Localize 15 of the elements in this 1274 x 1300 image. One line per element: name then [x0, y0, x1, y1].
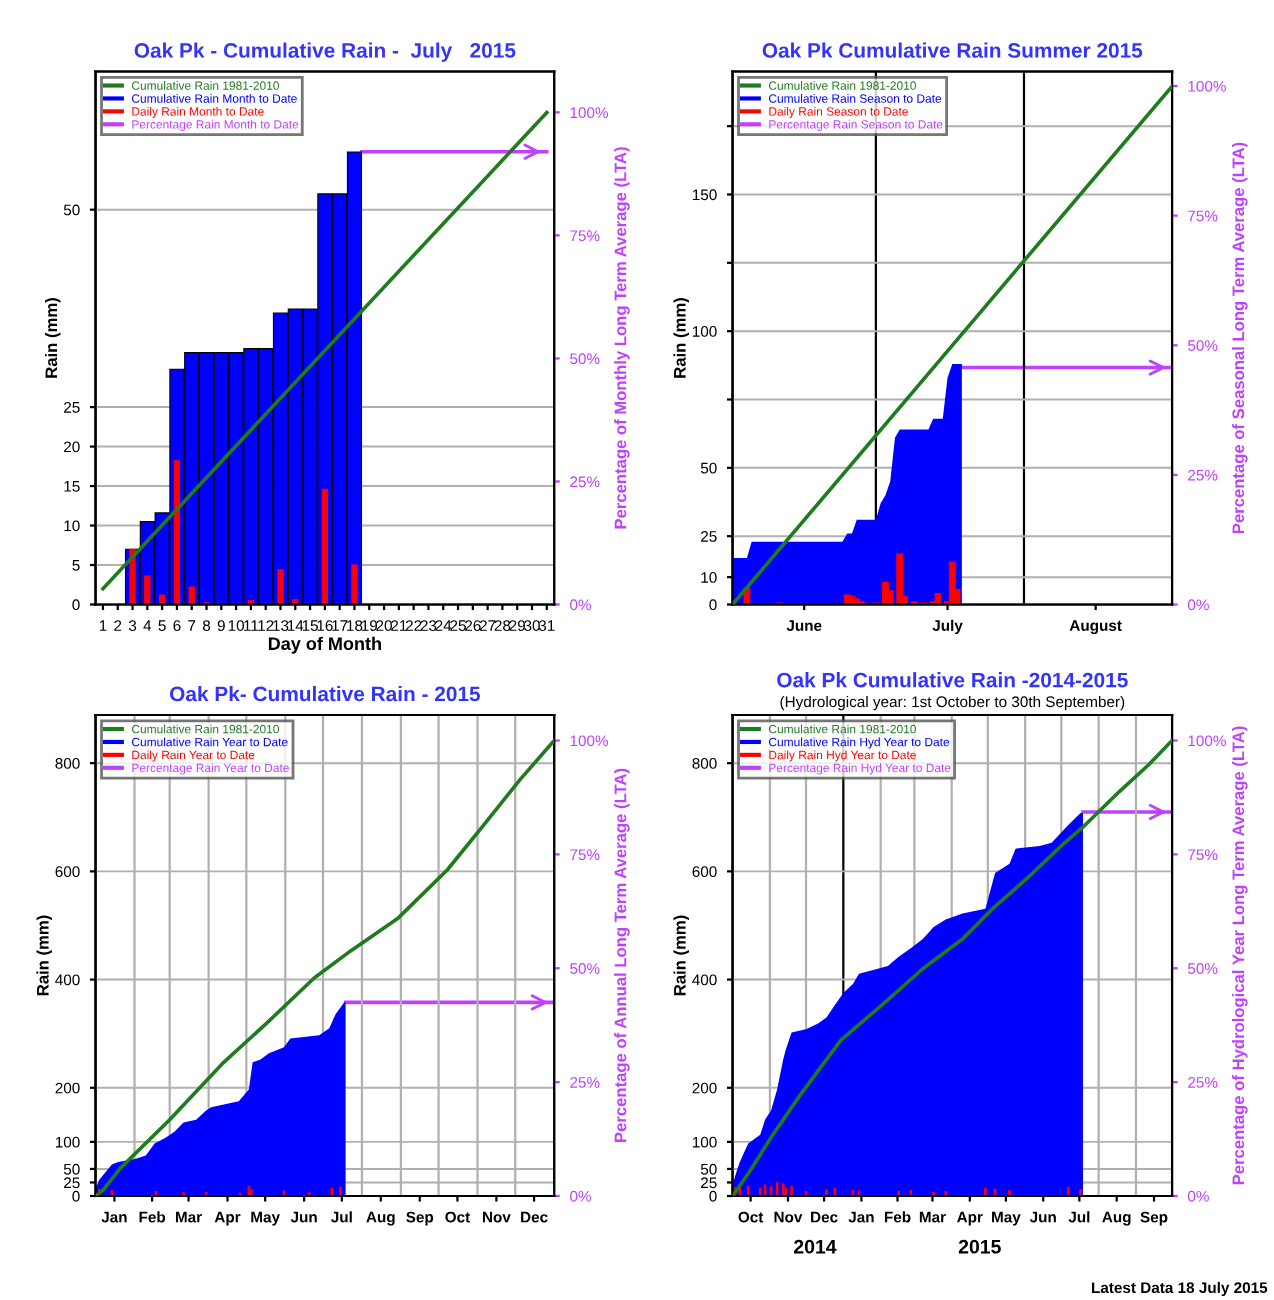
y-axis-title: Rain (mm): [44, 298, 61, 378]
chart-title: Oak Pk Cumulative Rain -2014-2015: [777, 672, 1128, 688]
y-axis-title: Rain (mm): [673, 298, 690, 378]
text: 2014: [794, 1239, 837, 1254]
chart-title: Oak Pk Cumulative Rain Summer 2015: [762, 42, 1143, 58]
y2-axis-title: Percentage of Seasonal Long Term Average (LTA): [1231, 142, 1248, 534]
chart-title: Oak Pk- Cumulative Rain - 2015: [170, 686, 481, 702]
chart-title: Oak Pk - Cumulative Rain - July 2015: [134, 42, 516, 62]
y2-axis-title: Percentage of Hydrological Year Long Term Average (LTA): [1231, 726, 1248, 1185]
y2-axis-title: Percentage of Monthly Long Term Average (LTA): [614, 147, 630, 529]
y2-axis-title: Percentage of Annual Long Term Average (LTA): [614, 768, 630, 1142]
x-axis-title: Day of Month: [268, 636, 381, 654]
y-axis-title: Rain (mm): [673, 915, 690, 996]
text: 2015: [958, 1239, 1001, 1254]
y-axis-title: Rain (mm): [36, 915, 53, 996]
